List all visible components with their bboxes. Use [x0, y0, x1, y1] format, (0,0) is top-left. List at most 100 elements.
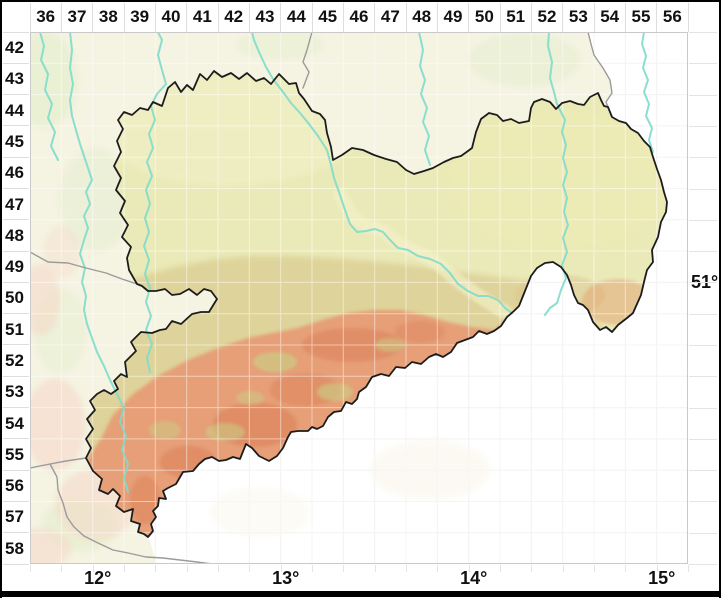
grid-row-label: 44: [5, 100, 24, 120]
column-tick: [218, 565, 219, 572]
column-tick: [562, 565, 564, 572]
grid-column-label: 39: [130, 7, 150, 26]
grid-row-label: 42: [5, 38, 24, 57]
header-separator: [436, 3, 438, 32]
header-separator: [311, 3, 313, 32]
header-separator: [593, 3, 595, 32]
row-separator: [3, 344, 29, 346]
row-separator: [3, 563, 29, 565]
grid-row-label: 46: [5, 163, 24, 183]
grid-column-label: 48: [412, 7, 432, 26]
column-tick: [186, 565, 188, 572]
row-separator: [3, 407, 29, 408]
grid-column-label: 46: [349, 7, 369, 26]
row-tick: [689, 532, 717, 534]
map-canvas[interactable]: [30, 32, 688, 564]
row-tick: [689, 251, 717, 253]
row-tick: [689, 94, 717, 96]
grid-column-label: 49: [443, 7, 463, 26]
row-separator: [3, 313, 29, 315]
row-tick: [689, 157, 717, 159]
longitude-label: 13°: [272, 568, 300, 588]
column-tick: [124, 565, 125, 572]
row-tick: [689, 564, 717, 565]
grid-column-label: 47: [380, 7, 400, 26]
grid-row-label: 55: [5, 444, 24, 464]
grid-column-label: 42: [224, 7, 244, 26]
column-tick: [531, 565, 533, 572]
grid-row-label: 56: [5, 476, 24, 496]
row-separator: [3, 250, 29, 252]
column-tick: [280, 565, 282, 572]
row-separator: [3, 188, 29, 189]
row-tick: [689, 219, 717, 221]
grid-row-label: 58: [5, 538, 24, 558]
grid-row-label: 50: [5, 288, 24, 308]
grid-column-label: 41: [192, 7, 212, 26]
grid-column-label: 53: [568, 7, 588, 26]
header-separator: [624, 3, 626, 32]
row-separator: [3, 281, 29, 283]
header-separator: [280, 3, 282, 32]
header-separator: [29, 3, 31, 32]
header-separator: [468, 3, 470, 32]
grid-row-label: 51: [5, 319, 24, 339]
row-separator: [3, 500, 29, 502]
grid-column-label: 44: [286, 7, 306, 26]
header-separator: [123, 3, 125, 32]
grid-column-label: 50: [474, 7, 494, 26]
longitude-label: 14°: [460, 568, 488, 588]
row-tick: [689, 501, 717, 503]
river-schwarze-elster: [418, 32, 431, 166]
column-tick: [437, 565, 439, 572]
row-separator: [3, 94, 29, 96]
grid-row-label: 54: [5, 413, 24, 433]
header-separator: [342, 3, 344, 32]
grid-column-label: 54: [600, 7, 620, 26]
grid-column-label: 56: [662, 7, 682, 26]
row-tick: [689, 282, 717, 284]
column-tick: [249, 565, 251, 572]
row-separator: [3, 156, 29, 158]
row-separator: [3, 31, 29, 33]
grid-row-label: 43: [5, 69, 24, 89]
header-separator: [248, 3, 250, 32]
row-separator: [3, 125, 29, 127]
header-separator: [562, 3, 564, 32]
column-tick: [468, 565, 470, 572]
row-separator: [3, 532, 29, 534]
column-tick: [61, 565, 63, 572]
row-tick: [689, 63, 717, 65]
row-tick: [689, 125, 717, 127]
header-separator: [374, 3, 376, 32]
header-separator: [92, 3, 94, 32]
grid-column-label: 36: [36, 7, 56, 26]
river-mulde: [143, 32, 167, 373]
state-borders: [30, 32, 613, 564]
column-tick: [312, 565, 313, 572]
column-tick: [374, 565, 376, 572]
grid-row-label: 47: [5, 194, 24, 214]
grid-row-label: 52: [5, 350, 24, 370]
rivers: [39, 32, 654, 493]
grid-column-label: 40: [161, 7, 181, 26]
row-tick: [689, 376, 717, 378]
header-separator: [217, 3, 219, 32]
column-tick: [594, 565, 595, 572]
header-separator: [687, 3, 689, 32]
grid-row-label: 53: [5, 382, 24, 402]
header-separator: [499, 3, 501, 32]
frame-left: [0, 0, 2, 598]
river-elster: [69, 32, 129, 493]
column-tick: [500, 565, 501, 572]
map-area-outline: [30, 32, 688, 564]
grid-column-label: 45: [318, 7, 338, 26]
row-tick: [689, 32, 717, 33]
grid-row-label: 48: [5, 225, 24, 245]
column-tick: [406, 565, 407, 572]
grid-column-label: 38: [98, 7, 118, 26]
column-tick: [343, 565, 345, 572]
row-separator: [3, 219, 29, 221]
longitude-label: 12°: [84, 568, 112, 588]
